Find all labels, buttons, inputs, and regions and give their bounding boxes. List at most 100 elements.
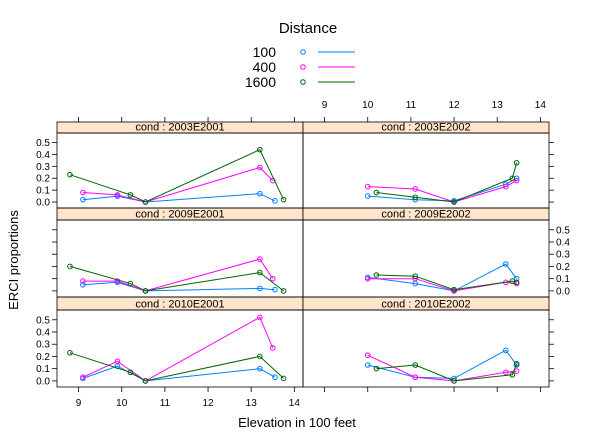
- x-tick-label-bottom: 9: [76, 398, 82, 409]
- data-point-1600: [373, 272, 380, 278]
- series-line-1600: [69, 352, 284, 382]
- x-tick-label-bottom: 14: [289, 398, 301, 409]
- panel-4: cond : 2009E2002: [302, 207, 550, 298]
- panel-strip-label: cond : 2009E2001: [135, 209, 224, 221]
- data-point-1600: [127, 192, 134, 198]
- y-tick-label-left: 0.0: [36, 198, 50, 209]
- data-point-400: [114, 192, 121, 198]
- data-point-400: [364, 275, 371, 282]
- y-tick-label-left: 0.2: [36, 352, 50, 363]
- x-tick-label-top: 10: [362, 100, 374, 111]
- panel-frame: [302, 132, 550, 209]
- legend-marker-400: [300, 64, 306, 70]
- x-tick-label-top: 12: [448, 100, 460, 111]
- data-point-100: [503, 261, 509, 267]
- data-point-1600: [451, 199, 457, 205]
- x-tick-label-bottom: 11: [160, 398, 171, 409]
- panel-strip-label: cond : 2010E2002: [381, 299, 470, 311]
- y-tick-label-left: 0.0: [36, 376, 50, 387]
- data-point-1600: [412, 273, 419, 280]
- data-point-1600: [280, 196, 287, 203]
- legend-marker-1600: [300, 79, 306, 85]
- data-point-100: [364, 362, 371, 368]
- x-tick-label-top: 13: [492, 100, 504, 111]
- data-point-100: [503, 347, 509, 354]
- legend-label-1600: 1600: [245, 74, 276, 90]
- y-tick-label-right: 0.5: [556, 225, 570, 236]
- panel-strip-label: cond : 2003E2001: [135, 122, 224, 134]
- data-point-400: [513, 368, 520, 374]
- panel-3: cond : 2009E2001: [56, 207, 304, 298]
- series-line-1600: [69, 265, 284, 292]
- legend-label-100: 100: [253, 44, 277, 60]
- panel-strip-label: cond : 2010E2001: [135, 299, 224, 311]
- y-axis-title: ERCI proportions: [6, 210, 21, 310]
- data-point-100: [257, 190, 263, 197]
- data-point-1600: [257, 269, 263, 276]
- series-line-400: [82, 316, 274, 382]
- data-point-400: [364, 352, 371, 359]
- data-point-1600: [257, 146, 263, 153]
- data-point-100: [272, 374, 278, 381]
- y-tick-label-left: 0.4: [36, 150, 50, 161]
- y-tick-label-right: 0.3: [556, 250, 570, 261]
- series-line-400: [367, 278, 517, 292]
- y-tick-label-right: 0.0: [556, 286, 570, 297]
- panel-2: cond : 2010E2002: [302, 296, 550, 388]
- y-tick-label-right: 0.2: [556, 262, 570, 273]
- y-tick-label-right: 0.1: [556, 274, 570, 285]
- data-point-400: [503, 183, 509, 190]
- y-tick-label-left: 0.3: [36, 340, 50, 351]
- data-point-100: [272, 198, 278, 204]
- y-tick-label-left: 0.5: [36, 138, 50, 149]
- data-point-100: [257, 285, 263, 292]
- y-tick-label-right: 0.4: [556, 238, 570, 249]
- data-point-1600: [67, 263, 73, 270]
- data-point-400: [114, 278, 121, 284]
- x-tick-label-top: 11: [406, 100, 417, 111]
- data-point-400: [80, 189, 86, 196]
- x-tick-label-bottom: 13: [246, 398, 258, 409]
- data-point-100: [80, 281, 86, 288]
- data-point-1600: [412, 194, 419, 201]
- data-point-1600: [513, 159, 520, 166]
- data-point-1600: [412, 362, 419, 368]
- data-point-1600: [280, 375, 287, 382]
- data-point-400: [257, 314, 263, 321]
- data-point-1600: [373, 189, 380, 196]
- y-tick-label-left: 0.4: [36, 328, 50, 339]
- panel-5: cond : 2003E2001: [56, 122, 304, 209]
- data-point-100: [272, 286, 278, 293]
- data-point-1600: [257, 353, 263, 360]
- data-point-1600: [142, 199, 149, 205]
- series-line-1600: [376, 162, 518, 203]
- data-point-1600: [373, 365, 380, 372]
- data-point-1600: [451, 286, 457, 293]
- data-point-1600: [127, 369, 134, 376]
- data-point-1600: [451, 378, 457, 384]
- panel-frame: [302, 309, 550, 388]
- data-point-400: [114, 358, 121, 365]
- y-tick-label-left: 0.5: [36, 315, 50, 326]
- panel-strip-label: cond : 2009E2002: [381, 209, 470, 221]
- data-point-400: [513, 177, 520, 184]
- data-point-400: [269, 345, 276, 351]
- data-point-400: [412, 374, 419, 381]
- series-line-100: [82, 281, 275, 292]
- y-tick-label-left: 0.3: [36, 162, 50, 173]
- series-line-1600: [69, 149, 285, 203]
- legend-title: Distance: [279, 20, 337, 37]
- legend-label-400: 400: [253, 59, 277, 75]
- x-axis-title: Elevation in 100 feet: [238, 415, 356, 430]
- panels: cond : 2010E2001 cond : 2010E2002 cond : 2…: [56, 122, 550, 388]
- data-point-1600: [67, 171, 73, 178]
- series-line-1600: [376, 274, 517, 291]
- y-tick-label-left: 0.1: [36, 364, 50, 375]
- data-point-400: [257, 256, 263, 262]
- panel-frame: [56, 309, 304, 388]
- data-point-1600: [280, 288, 287, 294]
- data-point-400: [412, 186, 419, 192]
- x-tick-label-bottom: 12: [202, 398, 214, 409]
